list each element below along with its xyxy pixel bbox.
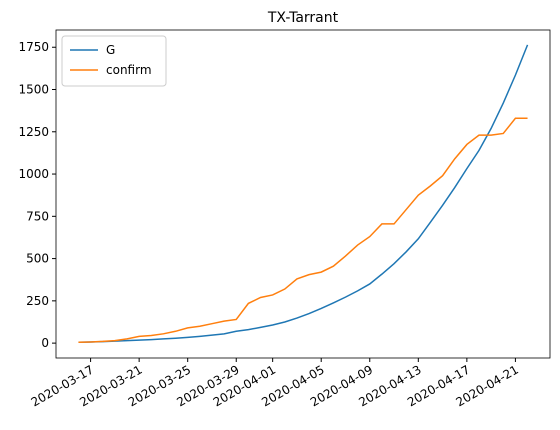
y-tick-label: 1500 <box>18 83 49 97</box>
y-tick-label: 1250 <box>18 125 49 139</box>
legend-box <box>61 35 167 87</box>
plot-frame <box>55 29 551 359</box>
y-tick-label: 0 <box>41 336 49 350</box>
line <box>78 117 528 344</box>
y-tick-label: 1000 <box>18 167 49 181</box>
y-tick-label: 1750 <box>18 40 49 54</box>
y-tick-label: 250 <box>26 294 49 308</box>
legend-label: G <box>106 43 115 57</box>
y-tick-label: 500 <box>26 252 49 266</box>
legend-label: confirm <box>106 63 152 77</box>
line <box>78 44 529 344</box>
chart-title: TX-Tarrant <box>267 10 339 26</box>
y-tick-label: 750 <box>26 209 49 223</box>
